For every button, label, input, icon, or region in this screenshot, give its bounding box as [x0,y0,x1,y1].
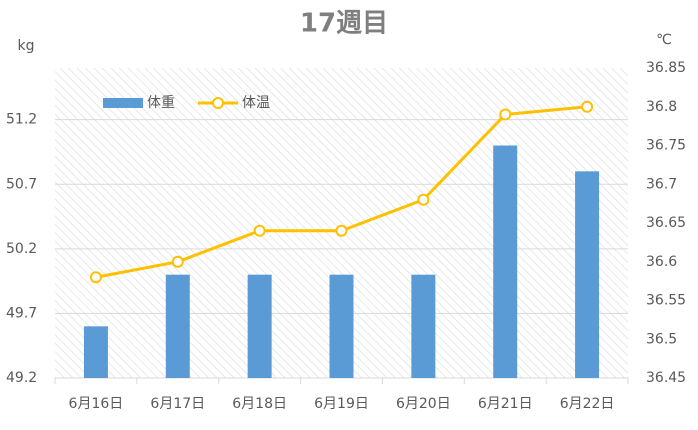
bar [329,274,354,378]
line-marker [253,224,266,237]
bar [165,274,190,378]
y-tick-label: 49.2 [6,370,37,386]
line-marker [581,100,594,113]
bar [575,171,600,378]
bar [83,326,108,378]
x-tick-label: 6月17日 [150,396,205,412]
x-tick-label: 6月20日 [396,396,451,412]
bar [493,145,518,378]
x-tick-label: 6月18日 [232,396,287,412]
y-tick-label: 50.2 [6,241,37,257]
y2-tick-label: 36.7 [646,176,677,192]
legend-swatch [212,97,224,109]
legend-label: 体温 [242,95,270,111]
y2-tick-label: 36.85 [646,60,686,76]
line-marker [171,255,184,268]
y-tick-label: 50.7 [6,176,37,192]
x-tick-label: 6月22日 [560,396,615,412]
bar [411,274,436,378]
y2-tick-label: 36.6 [646,254,677,270]
y2-tick-label: 36.8 [646,99,677,115]
line-marker [89,271,102,284]
y2-tick-label: 36.75 [646,138,686,154]
legend-label: 体重 [147,95,175,111]
legend-swatch [103,98,143,108]
bar [247,274,272,378]
x-tick-label: 6月19日 [314,396,369,412]
line-marker [335,224,348,237]
y2-tick-label: 36.55 [646,293,686,309]
y2-tick-label: 36.65 [646,215,686,231]
y2-tick-label: 36.45 [646,370,686,386]
y-axis-unit: kg [18,38,35,54]
line-marker [417,193,430,206]
chart-title: 17週目 [300,9,388,39]
x-tick-label: 6月16日 [69,396,124,412]
y2-tick-label: 36.5 [646,331,677,347]
x-tick-label: 6月21日 [478,396,533,412]
y-tick-label: 51.2 [6,112,37,128]
line-marker [499,108,512,121]
y-tick-label: 49.7 [6,305,37,321]
y2-axis-unit: ℃ [656,32,672,48]
